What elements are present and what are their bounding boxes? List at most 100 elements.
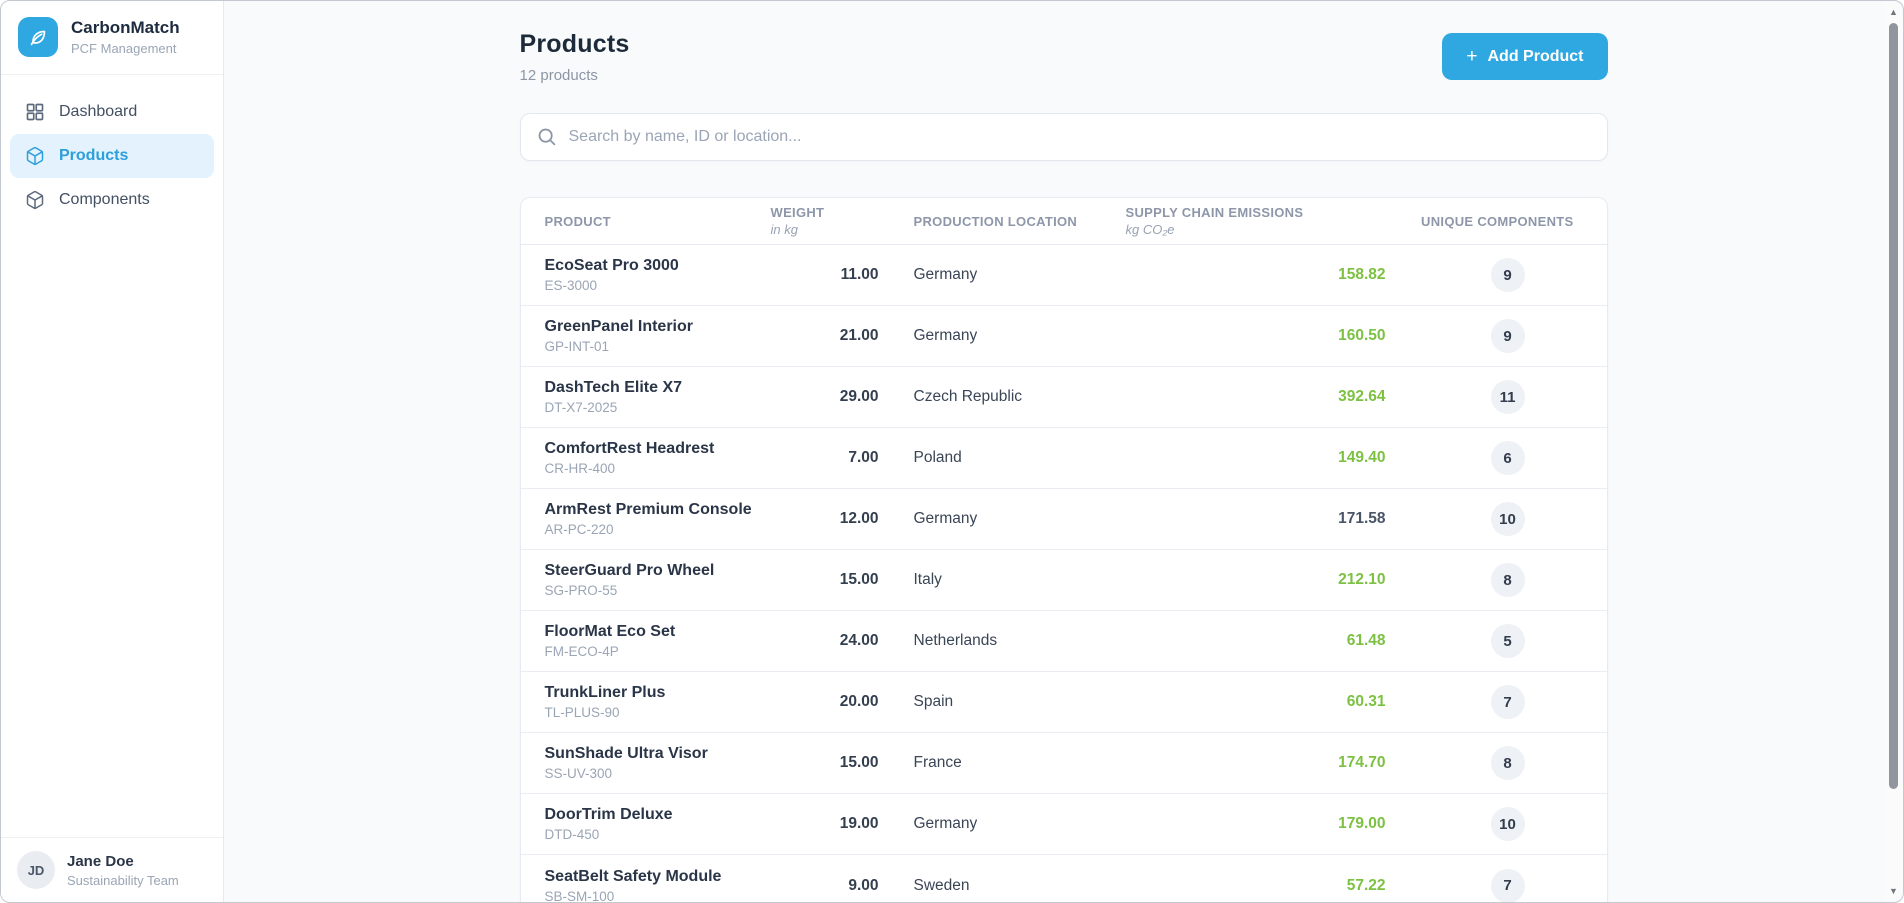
- cube-icon: [25, 146, 45, 166]
- table-row[interactable]: SunShade Ultra Visor SS-UV-300 15.00 Fra…: [520, 733, 1607, 794]
- product-name: SeatBelt Safety Module: [544, 867, 722, 885]
- product-cell: EcoSeat Pro 3000 ES-3000: [545, 257, 771, 293]
- emissions-value: 160.50: [1338, 327, 1386, 344]
- column-header-weight: WEIGHT in kg: [771, 205, 881, 237]
- components-count-badge: 10: [1490, 807, 1525, 841]
- page-title-block: Products 12 products: [520, 30, 630, 84]
- components-cell: 10: [1386, 502, 1583, 536]
- table-body: EcoSeat Pro 3000 ES-3000 11.00 Germany 1…: [520, 245, 1607, 902]
- product-cell: GreenPanel Interior GP-INT-01: [545, 318, 771, 354]
- table-row[interactable]: ArmRest Premium Console AR-PC-220 12.00 …: [520, 489, 1607, 550]
- emissions-value: 57.22: [1346, 876, 1386, 894]
- product-location: Germany: [913, 327, 978, 344]
- vertical-scrollbar[interactable]: ▲ ▼: [1885, 2, 1902, 901]
- table-row[interactable]: DashTech Elite X7 DT-X7-2025 29.00 Czech…: [520, 367, 1607, 428]
- components-count-badge: 11: [1490, 380, 1525, 414]
- brand-text: CarbonMatch PCF Management: [71, 18, 180, 56]
- emissions-cell: 392.64: [1126, 388, 1385, 406]
- product-weight: 19.00: [839, 815, 879, 832]
- product-name: DoorTrim Deluxe: [544, 806, 673, 823]
- add-product-label: Add Product: [1487, 47, 1584, 65]
- column-subheader-weight-unit: in kg: [770, 222, 798, 237]
- search-bar: [519, 113, 1608, 161]
- emissions-cell: 158.82: [1126, 266, 1386, 284]
- grid-icon: [25, 102, 45, 122]
- emissions-value: 158.82: [1338, 266, 1386, 283]
- table-row[interactable]: ComfortRest Headrest CR-HR-400 7.00 Pola…: [520, 428, 1607, 489]
- user-role: Sustainability Team: [67, 872, 179, 888]
- product-sku: DTD-450: [544, 827, 600, 842]
- product-cell: SunShade Ultra Visor SS-UV-300: [545, 745, 771, 781]
- components-cell: 6: [1386, 441, 1583, 475]
- product-weight: 24.00: [839, 632, 879, 649]
- add-product-button[interactable]: + Add Product: [1442, 33, 1608, 80]
- scrollbar-up-arrow-icon[interactable]: ▲: [1889, 7, 1898, 17]
- product-weight: 11.00: [840, 266, 879, 283]
- column-header-product: PRODUCT: [544, 213, 611, 229]
- product-weight: 29.00: [839, 388, 879, 405]
- table-row[interactable]: DoorTrim Deluxe DTD-450 19.00 Germany 17…: [520, 794, 1607, 855]
- emissions-cell: 171.58: [1126, 510, 1386, 528]
- product-cell: SteerGuard Pro Wheel SG-PRO-55: [545, 562, 771, 598]
- product-name: SunShade Ultra Visor: [544, 745, 708, 762]
- table-row[interactable]: EcoSeat Pro 3000 ES-3000 11.00 Germany 1…: [520, 245, 1607, 306]
- product-sku: TL-PLUS-90: [544, 705, 620, 720]
- product-cell: ArmRest Premium Console AR-PC-220: [545, 501, 771, 537]
- product-location: France: [913, 754, 962, 771]
- components-cell: 9: [1386, 258, 1583, 292]
- product-cell: FloorMat Eco Set FM-ECO-4P: [545, 623, 771, 659]
- product-weight: 20.00: [839, 693, 879, 710]
- product-name: DashTech Elite X7: [544, 379, 683, 396]
- plus-icon: +: [1466, 46, 1478, 67]
- table-row[interactable]: SeatBelt Safety Module SB-SM-100 9.00 Sw…: [521, 855, 1607, 902]
- emissions-value: 212.10: [1338, 571, 1386, 588]
- product-weight: 15.00: [839, 571, 879, 588]
- table-row[interactable]: TrunkLiner Plus TL-PLUS-90 20.00 Spain 6…: [520, 672, 1607, 733]
- product-weight: 9.00: [848, 876, 879, 894]
- user-profile[interactable]: JD Jane Doe Sustainability Team: [1, 837, 223, 902]
- emissions-cell: 149.40: [1126, 449, 1385, 467]
- user-text: Jane Doe Sustainability Team: [67, 853, 179, 888]
- scrollbar-thumb[interactable]: [1889, 23, 1898, 789]
- emissions-value: 171.58: [1338, 510, 1386, 527]
- product-weight: 15.00: [839, 754, 879, 771]
- components-count-badge: 9: [1490, 258, 1525, 292]
- table-row[interactable]: FloorMat Eco Set FM-ECO-4P 24.00 Netherl…: [520, 611, 1607, 672]
- product-sku: AR-PC-220: [544, 522, 614, 537]
- components-cell: 10: [1386, 807, 1583, 841]
- components-count-badge: 9: [1490, 319, 1525, 353]
- products-table: PRODUCT WEIGHT in kg PRODUCTION LOCATION…: [519, 197, 1608, 902]
- brand: CarbonMatch PCF Management: [1, 1, 223, 75]
- components-cell: 11: [1386, 380, 1583, 414]
- product-sku: DT-X7-2025: [544, 400, 618, 415]
- product-location: Spain: [913, 693, 954, 710]
- components-cell: 5: [1386, 624, 1583, 658]
- sidebar-nav: Dashboard Products Components: [1, 75, 223, 837]
- user-name: Jane Doe: [67, 852, 134, 870]
- search-input[interactable]: [519, 113, 1608, 161]
- product-location: Germany: [913, 815, 978, 832]
- sidebar-item-products[interactable]: Products: [10, 134, 214, 178]
- emissions-value: 60.31: [1346, 693, 1386, 710]
- emissions-cell: 160.50: [1126, 327, 1386, 345]
- emissions-cell: 179.00: [1126, 815, 1386, 833]
- product-weight: 21.00: [839, 327, 879, 344]
- product-name: EcoSeat Pro 3000: [544, 257, 679, 274]
- sidebar-item-dashboard[interactable]: Dashboard: [10, 90, 214, 134]
- table-header-row: PRODUCT WEIGHT in kg PRODUCTION LOCATION…: [520, 198, 1607, 245]
- product-location: Germany: [913, 266, 978, 283]
- column-header-location: PRODUCTION LOCATION: [913, 213, 1078, 229]
- emissions-value: 179.00: [1338, 815, 1386, 832]
- brand-logo: [18, 17, 58, 57]
- scrollbar-down-arrow-icon[interactable]: ▼: [1889, 886, 1898, 896]
- table-row[interactable]: GreenPanel Interior GP-INT-01 21.00 Germ…: [520, 306, 1607, 367]
- sidebar-item-label: Products: [59, 147, 129, 164]
- search-icon: [536, 126, 557, 147]
- product-name: GreenPanel Interior: [544, 318, 694, 335]
- product-count: 12 products: [519, 67, 598, 84]
- product-cell: DoorTrim Deluxe DTD-450: [545, 806, 771, 842]
- brand-name: CarbonMatch: [71, 17, 180, 37]
- sidebar-item-components[interactable]: Components: [10, 178, 214, 222]
- table-row[interactable]: SteerGuard Pro Wheel SG-PRO-55 15.00 Ita…: [520, 550, 1607, 611]
